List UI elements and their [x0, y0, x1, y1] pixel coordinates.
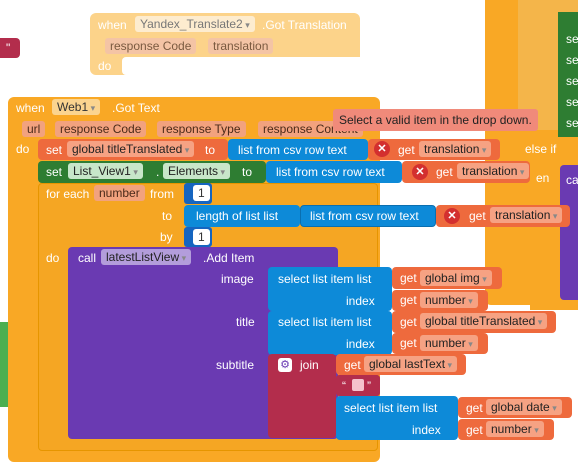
- lasttext-dropdown[interactable]: global lastText: [364, 356, 458, 372]
- left-text-block: [0, 38, 20, 58]
- date-select-fn: select list item list: [344, 401, 438, 415]
- to-get-dropdown[interactable]: translation: [490, 207, 563, 223]
- date-index-label: index: [412, 423, 441, 437]
- for-do-label: do: [46, 251, 60, 265]
- for-by-label: by: [160, 230, 173, 244]
- main-event-name: .Got Text: [112, 101, 160, 115]
- to-csv-fn: list from csv row text: [310, 209, 419, 223]
- subtitle-get-label: get: [344, 358, 361, 372]
- set2-get-dropdown[interactable]: translation: [457, 163, 530, 179]
- set2-dot: .: [156, 165, 160, 179]
- gear-icon[interactable]: ⚙: [278, 358, 292, 372]
- image-index-label: index: [346, 294, 375, 308]
- set2-property-dropdown[interactable]: Elements: [163, 163, 231, 179]
- image-select-fn: select list item list: [278, 272, 372, 286]
- set2-set-label: set: [46, 165, 63, 179]
- set2-csv-fn: list from csv row text: [276, 165, 385, 179]
- call-label: call: [78, 251, 97, 265]
- set2-component-dropdown[interactable]: List_View1: [68, 163, 143, 179]
- left-text-fragment: ": [6, 41, 11, 55]
- top-when-label: when: [98, 18, 127, 32]
- title-index-get-label: get: [400, 336, 417, 350]
- set1-var-dropdown[interactable]: global titleTranslated: [67, 141, 195, 157]
- image-number-dropdown[interactable]: number: [420, 292, 478, 308]
- main-component-dropdown[interactable]: Web1: [52, 99, 101, 115]
- set1-get-dropdown[interactable]: translation: [419, 141, 492, 157]
- join-label: join: [300, 358, 319, 372]
- image-label: image: [221, 272, 254, 286]
- top-param-response-code[interactable]: response Code: [105, 38, 197, 54]
- call-label-fragment: ca: [566, 173, 578, 187]
- call-component-dropdown[interactable]: latestListView: [101, 249, 192, 265]
- main-when-label: when: [16, 101, 45, 115]
- for-to-label: to: [162, 209, 173, 223]
- se-label-2: se: [566, 53, 578, 67]
- title-var-dropdown[interactable]: global titleTranslated: [420, 313, 548, 329]
- se-label-3: se: [566, 74, 578, 88]
- to-csv-block[interactable]: [300, 205, 436, 227]
- set1-error-icon[interactable]: ✕: [374, 141, 390, 157]
- date-number-dropdown[interactable]: number: [486, 421, 544, 437]
- length-of-list-block[interactable]: [184, 205, 300, 227]
- top-do-label: do: [98, 59, 112, 73]
- to-get-label: get: [469, 209, 486, 223]
- image-index-get-label: get: [400, 293, 417, 307]
- se-label-5: se: [566, 116, 578, 130]
- main-do-label: do: [16, 142, 30, 156]
- length-fn: length of list list: [196, 209, 279, 223]
- title-select-fn: select list item list: [278, 315, 372, 329]
- quote-right: ”: [367, 379, 371, 393]
- se-label-4: se: [566, 95, 578, 109]
- top-do-slot: [122, 57, 360, 75]
- set1-set-label: set: [46, 143, 63, 157]
- from-number-value[interactable]: 1: [193, 185, 210, 201]
- quote-left: “: [342, 379, 346, 393]
- set2-error-icon[interactable]: ✕: [412, 164, 428, 180]
- call-method: .Add Item: [203, 251, 255, 265]
- right-call-block: [560, 165, 578, 300]
- to-error-icon[interactable]: ✕: [444, 208, 460, 224]
- set1-to-label: to: [205, 143, 216, 157]
- image-get-label: get: [400, 271, 417, 285]
- error-tooltip: Select a valid item in the drop down.: [333, 109, 538, 131]
- title-number-dropdown[interactable]: number: [420, 335, 478, 351]
- param-response-code[interactable]: response Code: [55, 121, 147, 137]
- date-get-label: get: [466, 401, 483, 415]
- set1-csv-block[interactable]: [228, 139, 368, 160]
- left-green-block: [0, 322, 10, 407]
- date-select-block[interactable]: [336, 396, 458, 440]
- date-var-dropdown[interactable]: global date: [486, 399, 562, 415]
- then-label-fragment: en: [536, 171, 550, 185]
- title-label: title: [236, 315, 255, 329]
- se-label-1: se: [566, 32, 578, 46]
- title-select-block[interactable]: [268, 311, 392, 355]
- else-if-label: else if: [525, 142, 557, 156]
- param-url[interactable]: url: [22, 121, 46, 137]
- image-img-dropdown[interactable]: global img: [420, 270, 492, 286]
- top-component-dropdown[interactable]: Yandex_Translate2: [135, 16, 255, 32]
- set1-get-label: get: [398, 143, 415, 157]
- top-event-name: .Got Translation: [262, 18, 347, 32]
- for-from-label: from: [150, 187, 174, 201]
- set2-to-label: to: [242, 165, 253, 179]
- top-param-translation[interactable]: translation: [208, 38, 274, 54]
- title-get-label: get: [400, 315, 417, 329]
- image-select-block[interactable]: [268, 267, 392, 311]
- by-number-value[interactable]: 1: [193, 229, 210, 245]
- subtitle-label: subtitle: [216, 358, 255, 372]
- for-each-label: for each: [46, 187, 90, 201]
- date-index-get-label: get: [466, 423, 483, 437]
- for-each-var[interactable]: number: [94, 185, 145, 201]
- set2-get-label: get: [436, 165, 453, 179]
- set2-csv-block[interactable]: [266, 161, 402, 183]
- empty-string-field[interactable]: [352, 379, 364, 391]
- title-index-label: index: [346, 337, 375, 351]
- set1-csv-fn: list from csv row text: [238, 143, 347, 157]
- right-component-block: [558, 12, 578, 137]
- param-response-type[interactable]: response Type: [157, 121, 246, 137]
